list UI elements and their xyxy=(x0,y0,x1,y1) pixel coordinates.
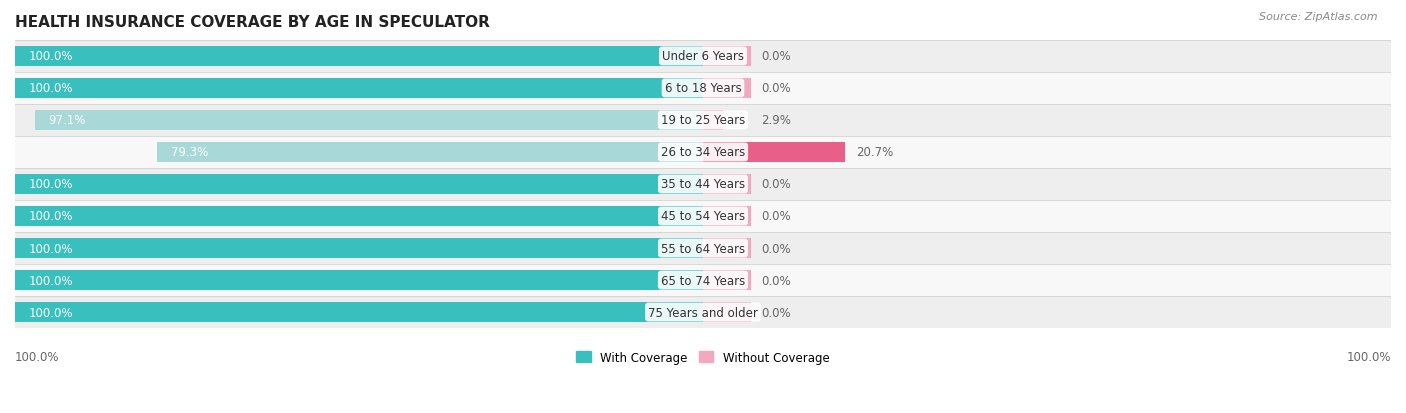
Legend: With Coverage, Without Coverage: With Coverage, Without Coverage xyxy=(572,346,834,368)
Bar xyxy=(703,111,723,130)
Bar xyxy=(15,175,703,194)
Text: 100.0%: 100.0% xyxy=(28,50,73,63)
Text: 100.0%: 100.0% xyxy=(28,242,73,255)
Bar xyxy=(15,264,1391,296)
Text: 0.0%: 0.0% xyxy=(762,210,792,223)
Bar xyxy=(703,303,751,322)
Text: 0.0%: 0.0% xyxy=(762,82,792,95)
Text: Under 6 Years: Under 6 Years xyxy=(662,50,744,63)
Bar xyxy=(35,111,703,130)
Bar xyxy=(157,143,703,162)
Bar xyxy=(15,271,703,290)
Text: 35 to 44 Years: 35 to 44 Years xyxy=(661,178,745,191)
Bar xyxy=(703,47,751,66)
Bar xyxy=(15,239,703,258)
Bar xyxy=(15,104,1391,137)
Text: 100.0%: 100.0% xyxy=(28,178,73,191)
Bar xyxy=(15,200,1391,233)
Bar xyxy=(15,41,1391,73)
Bar xyxy=(703,175,751,194)
Text: 0.0%: 0.0% xyxy=(762,178,792,191)
Text: 0.0%: 0.0% xyxy=(762,306,792,319)
Bar xyxy=(703,143,845,162)
Text: 6 to 18 Years: 6 to 18 Years xyxy=(665,82,741,95)
Bar xyxy=(15,169,1391,200)
Text: 65 to 74 Years: 65 to 74 Years xyxy=(661,274,745,287)
Text: 100.0%: 100.0% xyxy=(28,210,73,223)
Bar xyxy=(703,239,751,258)
Text: 100.0%: 100.0% xyxy=(28,82,73,95)
Bar xyxy=(15,79,703,98)
Bar xyxy=(15,137,1391,169)
Bar xyxy=(15,233,1391,264)
Text: 2.9%: 2.9% xyxy=(762,114,792,127)
Text: 0.0%: 0.0% xyxy=(762,50,792,63)
Text: 75 Years and older: 75 Years and older xyxy=(648,306,758,319)
Text: 0.0%: 0.0% xyxy=(762,274,792,287)
Text: 45 to 54 Years: 45 to 54 Years xyxy=(661,210,745,223)
Bar xyxy=(703,207,751,226)
Text: 97.1%: 97.1% xyxy=(49,114,86,127)
Bar xyxy=(15,73,1391,104)
Text: 100.0%: 100.0% xyxy=(28,274,73,287)
Bar xyxy=(15,296,1391,328)
Bar xyxy=(15,303,703,322)
Text: HEALTH INSURANCE COVERAGE BY AGE IN SPECULATOR: HEALTH INSURANCE COVERAGE BY AGE IN SPEC… xyxy=(15,15,489,30)
Text: 26 to 34 Years: 26 to 34 Years xyxy=(661,146,745,159)
Text: 19 to 25 Years: 19 to 25 Years xyxy=(661,114,745,127)
Text: 100.0%: 100.0% xyxy=(1347,351,1391,363)
Text: 100.0%: 100.0% xyxy=(28,306,73,319)
Text: 79.3%: 79.3% xyxy=(172,146,208,159)
Bar xyxy=(703,271,751,290)
Text: 0.0%: 0.0% xyxy=(762,242,792,255)
Text: Source: ZipAtlas.com: Source: ZipAtlas.com xyxy=(1260,12,1378,22)
Bar xyxy=(703,79,751,98)
Text: 55 to 64 Years: 55 to 64 Years xyxy=(661,242,745,255)
Bar xyxy=(15,47,703,66)
Text: 20.7%: 20.7% xyxy=(856,146,893,159)
Bar xyxy=(15,207,703,226)
Text: 100.0%: 100.0% xyxy=(15,351,59,363)
